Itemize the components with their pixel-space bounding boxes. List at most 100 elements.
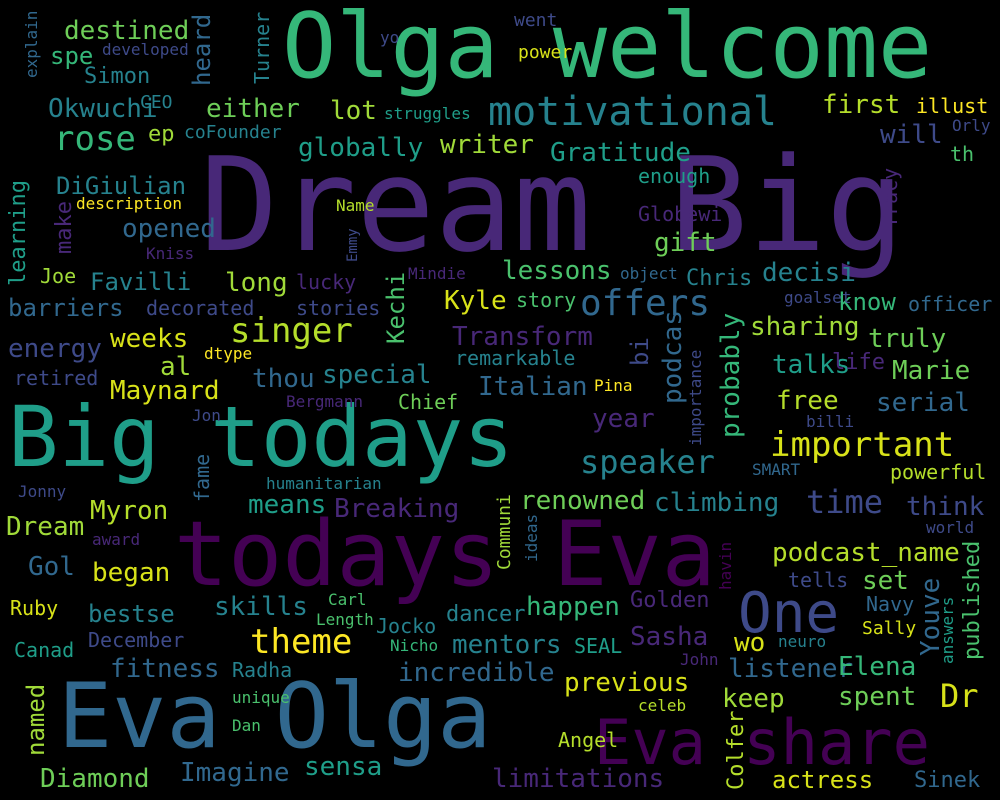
word-know: know (838, 288, 896, 316)
word-spent: spent (838, 682, 917, 712)
word-imagine: Imagine (180, 758, 290, 788)
word-angel: Angel (558, 728, 619, 752)
word-think: think (906, 492, 985, 522)
word-length: Length (316, 610, 374, 629)
word-digiulian: DiGiulian (56, 172, 187, 200)
word-podcas: podcas (658, 310, 688, 404)
word-important: important (770, 425, 955, 465)
word-neuro: neuro (778, 632, 827, 651)
word-transform: Transform (452, 322, 593, 352)
word-tells: tells (788, 568, 849, 592)
word-eva-olga: Eva Olga (58, 664, 492, 769)
word-lessons: lessons (502, 256, 612, 286)
word-story: story (516, 288, 577, 312)
word-golden: Golden (630, 588, 710, 613)
word-navy: Navy (866, 592, 915, 616)
word-time: time (806, 483, 884, 521)
word-globewi: Globewi (638, 202, 723, 226)
word-dream: Dream (6, 512, 85, 542)
word-marie: Marie (892, 356, 971, 386)
word-skills: skills (214, 592, 308, 622)
word-began: began (92, 558, 171, 588)
word-canad: Canad (14, 638, 75, 662)
word-havin: havin (716, 541, 735, 590)
word-dr: Dr (940, 677, 979, 715)
word-smart: SMART (752, 460, 801, 479)
word-wo: wo (734, 628, 766, 658)
word-ceo: CEO (140, 92, 173, 113)
word-gol: Gol (28, 552, 75, 582)
word-lot: lot (330, 96, 377, 126)
word-barriers: barriers (8, 294, 124, 322)
word-decisi: decisi (762, 258, 856, 288)
word-set: set (862, 566, 909, 596)
word-motivational: motivational (488, 89, 777, 135)
word-jocko: Jocko (376, 614, 437, 638)
word-either: either (206, 94, 300, 124)
word-destined: destined (64, 16, 190, 46)
word-make: make (52, 201, 77, 254)
word-serial: serial (876, 388, 970, 418)
word-kniss: Kniss (146, 244, 195, 263)
word-first: first (822, 90, 901, 120)
word-sinek: Sinek (914, 768, 981, 793)
word-fitness: fitness (110, 654, 220, 684)
word-remarkable: remarkable (455, 346, 576, 370)
word-means: means (248, 490, 327, 520)
word-dtype: dtype (204, 344, 253, 363)
word-climbing: climbing (654, 488, 780, 518)
word-learning: learning (6, 180, 31, 286)
word-fame: fame (190, 453, 214, 502)
word-gift: gift (654, 228, 717, 258)
word-dream-big: Dream Big (200, 129, 905, 281)
word-dancer: dancer (446, 602, 526, 627)
word-incredible: incredible (398, 658, 555, 688)
word-award: award (92, 530, 141, 549)
word-todays-eva: todays Eva (174, 502, 716, 607)
word-john: John (680, 650, 719, 669)
word-happen: happen (526, 592, 620, 622)
word-joe: Joe (40, 264, 77, 288)
word-rose: rose (54, 119, 136, 159)
word-answers: answers (938, 596, 957, 664)
word-kechi: Kechi (382, 271, 410, 344)
word-globally: globally (298, 133, 424, 163)
word-sasha: Sasha (630, 622, 709, 652)
word-al: al (160, 352, 192, 382)
word-th: th (950, 142, 975, 166)
word-big-todays: Big todays (8, 388, 514, 486)
word-nicho: Nicho (390, 636, 439, 655)
word-limitations: limitations (492, 764, 665, 794)
word-goalset: goalset (784, 288, 852, 307)
word-opened: opened (122, 214, 216, 244)
word-developed: developed (102, 40, 189, 59)
word-mindie: Mindie (408, 264, 466, 283)
word-named: named (22, 683, 50, 756)
word-ideas: ideas (522, 513, 541, 562)
word-breaking: Breaking (334, 494, 460, 524)
word-lucky: lucky (296, 270, 357, 294)
word-favilli: Favilli (90, 268, 192, 296)
word-truly: truly (868, 324, 947, 354)
word-renowned: renowned (520, 486, 646, 516)
word-theme: theme (250, 622, 353, 662)
word-one: One (738, 581, 840, 646)
word-world: world (926, 518, 975, 537)
word-simon: Simon (84, 64, 151, 89)
word-previous: previous (564, 668, 690, 698)
word-yo: yo (380, 28, 400, 47)
word-struggles: struggles (384, 104, 471, 123)
word-ruby: Ruby (10, 596, 59, 620)
word-published: published (960, 540, 985, 660)
word-myron: Myron (90, 496, 169, 526)
word-ep: ep (148, 122, 175, 147)
word-bestse: bestse (88, 600, 175, 628)
word-energy: energy (8, 334, 102, 364)
word-radha: Radha (232, 658, 293, 682)
word-turner: Turner (250, 11, 274, 84)
word-gratitude: Gratitude (550, 138, 691, 168)
word-listener: listener (728, 654, 854, 684)
word-okwuchi: Okwuchi (48, 94, 158, 124)
word-life: life (832, 350, 885, 375)
word-colfer: Colfer (724, 710, 749, 790)
